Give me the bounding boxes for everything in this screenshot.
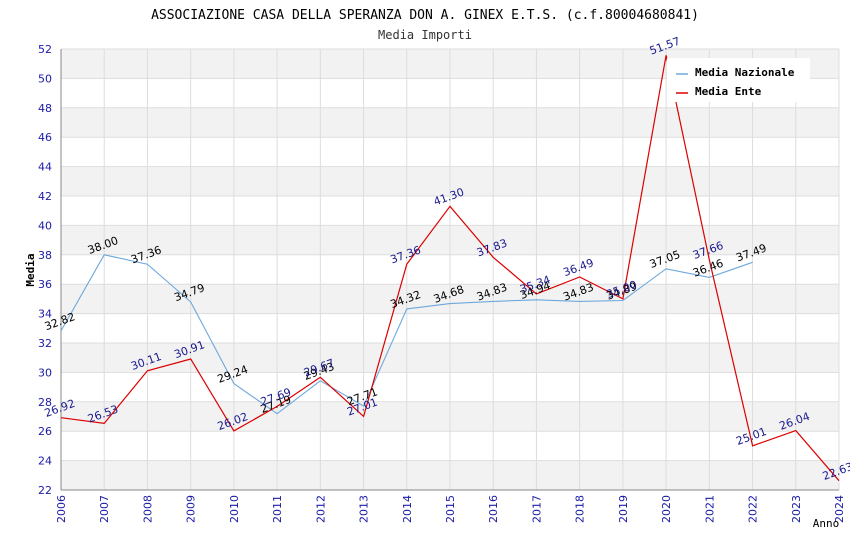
y-tick-label: 34 [38, 308, 52, 321]
y-tick-label: 46 [38, 131, 52, 144]
x-tick-label: 2008 [141, 495, 154, 523]
y-tick-label: 36 [38, 278, 52, 291]
chart-subtitle: Media Importi [378, 28, 472, 42]
x-tick-label: 2015 [444, 495, 457, 523]
legend-label: Media Ente [695, 85, 762, 98]
x-tick-label: 2011 [271, 495, 284, 523]
y-tick-label: 40 [38, 219, 52, 232]
legend-label: Media Nazionale [695, 66, 795, 79]
legend-box [667, 58, 810, 102]
x-tick-label: 2012 [314, 495, 327, 523]
x-tick-label: 2013 [358, 495, 371, 523]
x-tick-label: 2017 [530, 495, 543, 523]
x-tick-label: 2021 [703, 495, 716, 523]
x-tick-label: 2018 [574, 495, 587, 523]
y-tick-label: 44 [38, 161, 52, 174]
y-tick-label: 22 [38, 484, 52, 497]
x-tick-label: 2019 [617, 495, 630, 523]
x-tick-label: 2023 [790, 495, 803, 523]
chart-title: ASSOCIAZIONE CASA DELLA SPERANZA DON A. … [151, 8, 699, 23]
y-tick-label: 38 [38, 249, 52, 262]
x-tick-label: 2020 [660, 495, 673, 523]
x-axis-ticks: 2006 2007 2008 2009 2010 2011 2012 2013 2014 2015… [55, 495, 846, 523]
x-tick-label: 2022 [747, 495, 760, 523]
x-tick-label: 2007 [98, 495, 111, 523]
x-tick-label: 2024 [833, 495, 846, 523]
y-axis-label: Media [24, 253, 37, 286]
y-tick-label: 48 [38, 102, 52, 115]
x-tick-label: 2009 [185, 495, 198, 523]
x-axis-label: Anno [813, 517, 840, 530]
y-tick-label: 52 [38, 43, 52, 56]
y-axis-ticks: 22 24 26 28 30 32 34 36 38 40 42 44 46 48 50 52 [38, 43, 52, 497]
y-tick-label: 30 [38, 366, 52, 379]
data-label: 36.49 [561, 256, 595, 279]
y-tick-label: 28 [38, 396, 52, 409]
y-tick-label: 24 [38, 455, 52, 468]
series-line-nazionale [60, 254, 753, 415]
y-tick-label: 32 [38, 337, 52, 350]
y-tick-label: 50 [38, 72, 52, 85]
axes [60, 49, 839, 491]
x-tick-label: 2016 [487, 495, 500, 523]
series-lines [60, 55, 840, 482]
legend: Media Nazionale Media Ente [667, 58, 810, 102]
x-tick-label: 2006 [55, 495, 68, 523]
x-tick-label: 2010 [228, 495, 241, 523]
x-tick-label: 2014 [401, 495, 414, 523]
y-tick-label: 42 [38, 190, 52, 203]
y-tick-label: 26 [38, 425, 52, 438]
series-line-ente [60, 55, 840, 482]
